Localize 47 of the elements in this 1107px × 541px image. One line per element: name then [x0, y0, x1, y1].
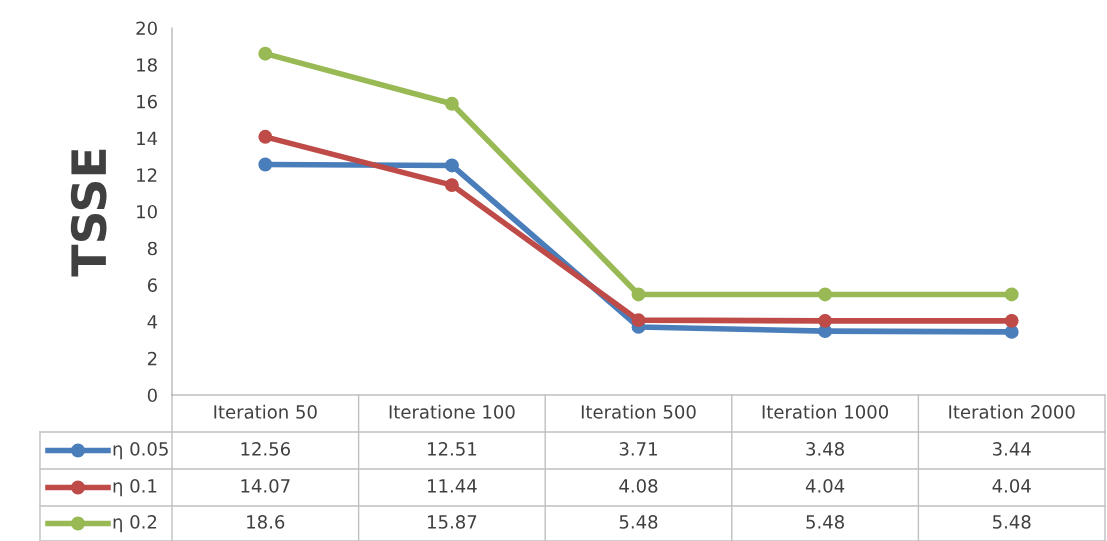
data-label: 5.48 [992, 515, 1031, 529]
y-tick-label: 10 [137, 204, 157, 219]
data-label: 3.44 [992, 442, 1031, 456]
data-label: 12.51 [428, 442, 477, 456]
y-tick-label: 12 [137, 168, 157, 182]
point [444, 96, 459, 111]
y-tick-label: 16 [137, 94, 157, 109]
x-tick-label: Iteration 50 [214, 404, 317, 419]
y-tick-label: 0 [147, 388, 157, 403]
x-tick-label: Iteration 1000 [762, 404, 889, 419]
y-tick-label: 18 [137, 58, 157, 72]
data-label: 5.48 [619, 515, 658, 529]
data-label: 5.48 [806, 515, 844, 529]
point [631, 287, 646, 302]
point [1004, 313, 1019, 328]
data-label: 3.71 [619, 442, 657, 456]
y-tick-label: 2 [147, 351, 157, 366]
point [258, 157, 273, 172]
legend-label: η 0.2 [113, 515, 157, 533]
point [631, 313, 646, 328]
data-label: 15.87 [428, 515, 477, 529]
y-tick-label: 14 [137, 131, 158, 145]
data-label: 3.48 [806, 442, 844, 456]
point [818, 287, 833, 302]
data-label: 4.04 [992, 479, 1031, 493]
y-tick-label: 8 [147, 241, 157, 256]
point [444, 178, 459, 193]
y-tick-label: 4 [147, 315, 158, 329]
point [258, 129, 273, 144]
point [258, 46, 273, 61]
legend-label: η 0.1 [113, 479, 157, 497]
x-tick-label: Iteration 500 [581, 404, 696, 419]
point [818, 313, 833, 328]
data-label: 12.56 [241, 442, 291, 456]
data-label: 14.07 [241, 479, 290, 493]
data-label: 18.6 [247, 515, 285, 529]
y-tick-label: 6 [147, 278, 157, 293]
point [1004, 287, 1019, 302]
x-tick-label: Iteratione 100 [389, 404, 515, 419]
y-tick-label: 20 [136, 21, 157, 36]
legend-label: η 0.05 [113, 442, 168, 460]
data-label: 11.44 [428, 479, 477, 493]
data-label: 4.08 [619, 479, 658, 493]
data-label: 4.04 [805, 479, 845, 493]
point [444, 158, 459, 173]
x-tick-label: Iteration 2000 [949, 404, 1075, 419]
y-axis-title: TSSE [70, 149, 107, 277]
